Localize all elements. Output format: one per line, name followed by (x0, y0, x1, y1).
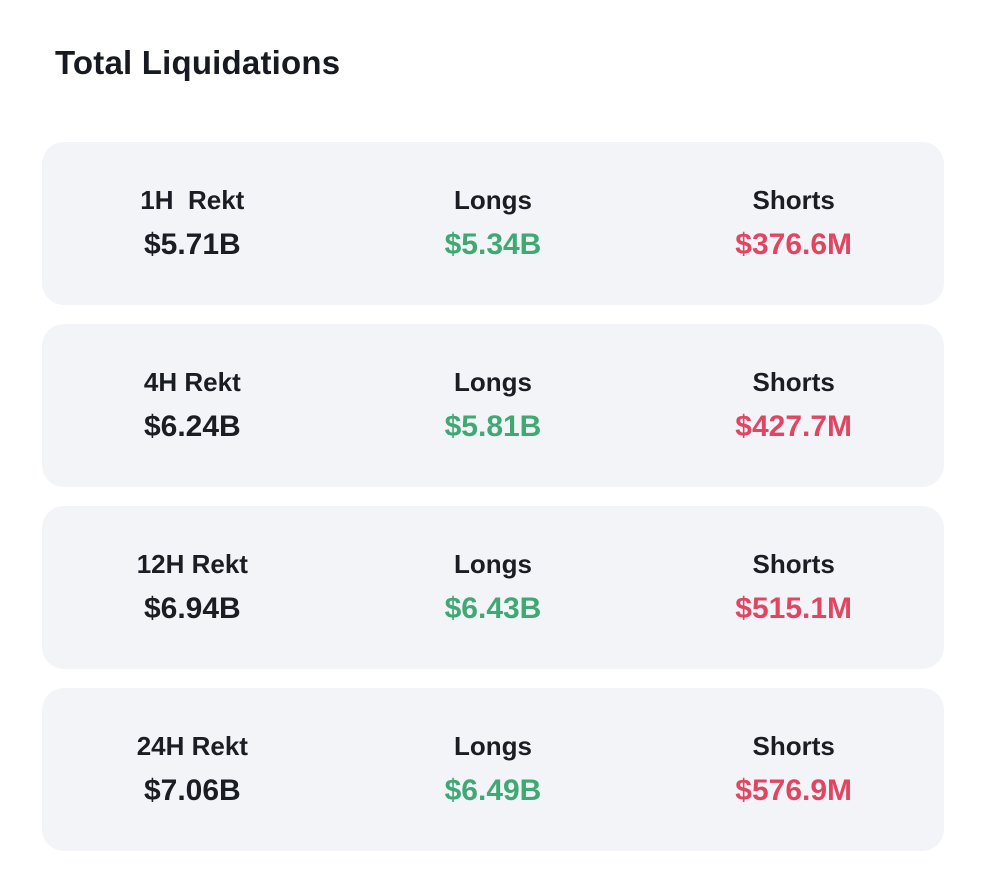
period-label: 1H Rekt (140, 185, 245, 215)
longs-label: Longs (453, 549, 532, 579)
liquidation-card-12h: 12H Rekt $6.94B Longs $6.43B Shorts $515… (42, 506, 944, 669)
longs-value: $6.43B (444, 591, 542, 625)
rekt-column: 24H Rekt $7.06B (42, 730, 343, 809)
longs-value: $5.34B (444, 227, 542, 261)
rekt-column: 12H Rekt $6.94B (42, 548, 343, 627)
total-rekt-value: $5.71B (143, 227, 241, 261)
longs-column: Longs $5.34B (343, 184, 644, 263)
shorts-value: $376.6M (735, 227, 853, 261)
longs-value: $6.49B (444, 773, 542, 807)
rekt-column: 4H Rekt $6.24B (42, 366, 343, 445)
liquidation-cards: 1H Rekt $5.71B Longs $5.34B Shorts $376.… (42, 142, 944, 851)
shorts-value: $427.7M (735, 409, 853, 443)
shorts-label: Shorts (752, 185, 835, 215)
period-label: 4H Rekt (143, 367, 241, 397)
longs-value: $5.81B (444, 409, 542, 443)
longs-label: Longs (453, 731, 532, 761)
shorts-column: Shorts $427.7M (643, 366, 944, 445)
total-rekt-value: $7.06B (143, 773, 241, 807)
total-rekt-value: $6.94B (143, 591, 241, 625)
longs-column: Longs $6.43B (343, 548, 644, 627)
liquidation-card-4h: 4H Rekt $6.24B Longs $5.81B Shorts $427.… (42, 324, 944, 487)
page-title: Total Liquidations (55, 44, 341, 81)
liquidation-card-1h: 1H Rekt $5.71B Longs $5.34B Shorts $376.… (42, 142, 944, 305)
longs-label: Longs (453, 367, 532, 397)
shorts-label: Shorts (752, 549, 835, 579)
period-label: 24H Rekt (136, 731, 248, 761)
shorts-label: Shorts (752, 731, 835, 761)
shorts-column: Shorts $376.6M (643, 184, 944, 263)
shorts-column: Shorts $576.9M (643, 730, 944, 809)
total-rekt-value: $6.24B (143, 409, 241, 443)
shorts-label: Shorts (752, 367, 835, 397)
rekt-column: 1H Rekt $5.71B (42, 184, 343, 263)
shorts-value: $515.1M (735, 591, 853, 625)
shorts-column: Shorts $515.1M (643, 548, 944, 627)
period-label: 12H Rekt (136, 549, 248, 579)
liquidation-card-24h: 24H Rekt $7.06B Longs $6.49B Shorts $576… (42, 688, 944, 851)
longs-column: Longs $5.81B (343, 366, 644, 445)
longs-column: Longs $6.49B (343, 730, 644, 809)
shorts-value: $576.9M (735, 773, 853, 807)
longs-label: Longs (453, 185, 532, 215)
